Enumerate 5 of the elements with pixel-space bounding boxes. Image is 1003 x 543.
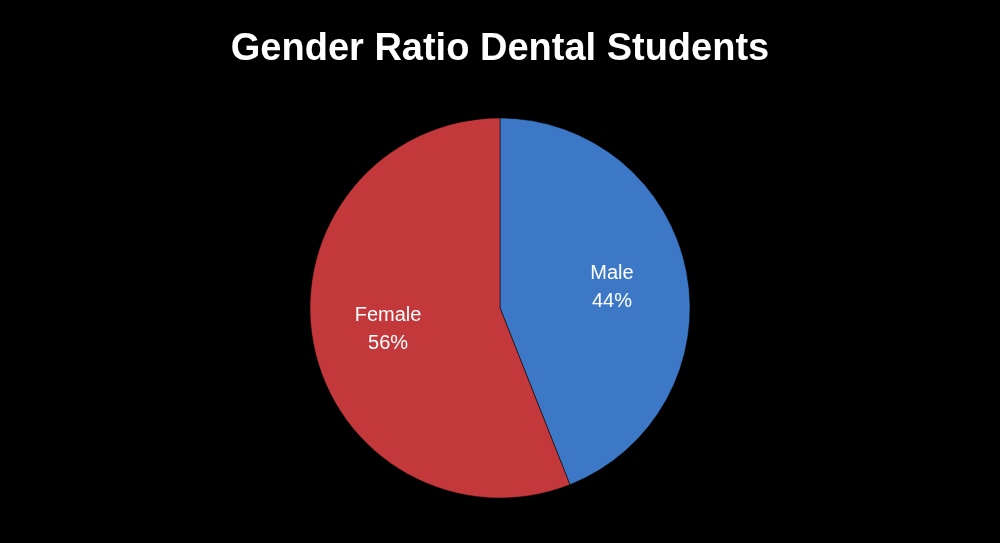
data-label: 44% <box>591 288 633 311</box>
slice-label: Female <box>354 303 422 326</box>
chart-title: Gender Ratio Dental Students <box>230 26 770 68</box>
data-label: 56% <box>368 331 409 354</box>
slice-label: Male <box>590 260 634 283</box>
